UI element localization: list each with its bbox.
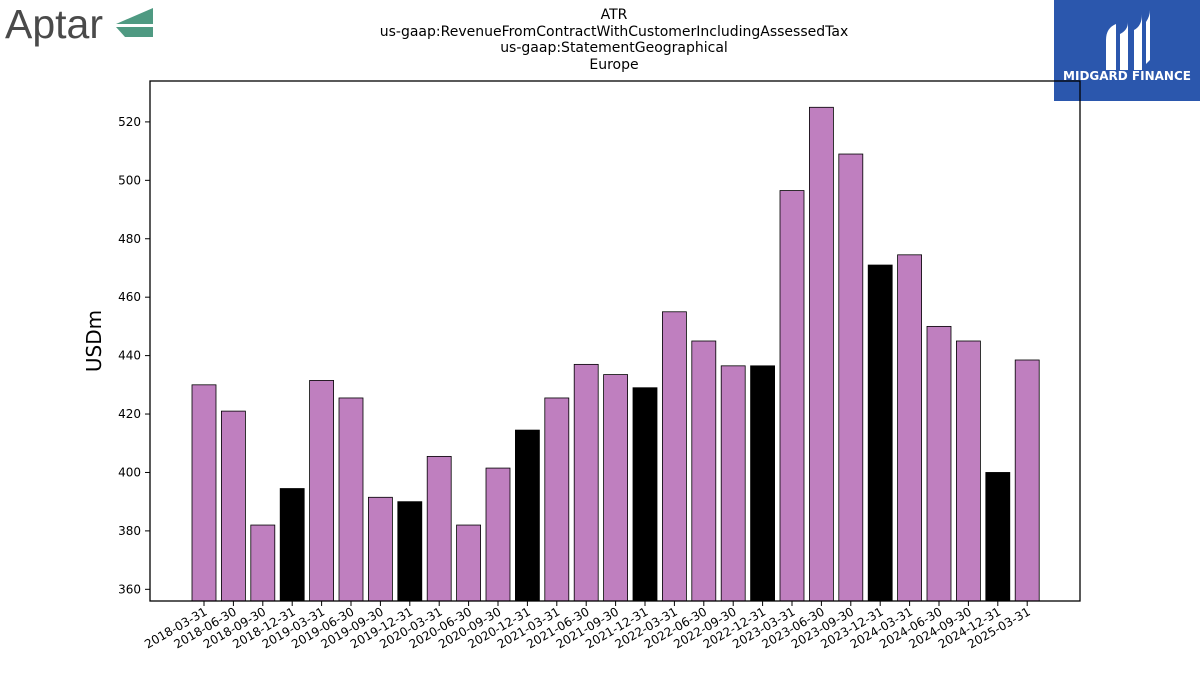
bar [544, 397, 570, 602]
chart-title-block: ATR us-gaap:RevenueFromContractWithCusto… [314, 7, 914, 73]
bar [632, 387, 658, 602]
y-tick-label: 440 [118, 349, 141, 363]
bar [367, 496, 393, 602]
plot-frame [149, 80, 1081, 602]
bar [662, 311, 687, 602]
bar [779, 190, 805, 602]
bar [279, 488, 305, 602]
midgard-finance-logo: MIDGARD FINANCE [1054, 0, 1200, 101]
bar [397, 501, 423, 602]
bar [809, 106, 834, 602]
y-tick-label: 380 [118, 524, 141, 538]
y-tick-label: 460 [118, 290, 141, 304]
bar [1014, 359, 1040, 602]
y-tick-label: 520 [118, 115, 141, 129]
bar [838, 153, 864, 602]
bar [250, 524, 276, 602]
y-tick-label: 360 [118, 582, 141, 596]
bar [926, 325, 952, 602]
bar [338, 397, 364, 602]
bar [750, 365, 775, 602]
chart-subtitle-line-3: Europe [589, 56, 639, 73]
aptar-logo: Aptar [0, 0, 170, 60]
bar [897, 254, 922, 602]
bar [720, 365, 746, 602]
bar [485, 467, 511, 602]
bar [985, 472, 1011, 602]
y-tick-label: 420 [118, 407, 141, 421]
y-tick-label: 500 [118, 173, 141, 187]
bar [691, 340, 717, 602]
y-tick-label: 480 [118, 232, 141, 246]
bar [191, 384, 217, 602]
aptar-mark-upper-icon [116, 8, 153, 24]
bar [603, 374, 628, 602]
chart-subtitle-line-1: us-gaap:RevenueFromContractWithCustomerI… [379, 23, 849, 40]
midgard-monogram-icon [1106, 10, 1150, 70]
bar [867, 264, 893, 602]
bar [515, 429, 540, 602]
y-axis-label: USDm [82, 310, 106, 372]
bar [573, 363, 599, 602]
y-tick-label: 400 [118, 465, 141, 479]
bar [220, 410, 246, 602]
chart-subtitle-line-2: us-gaap:StatementGeographical [500, 40, 728, 56]
midgard-logo-text: MIDGARD FINANCE [1063, 69, 1191, 83]
bar [426, 455, 452, 602]
bar [956, 340, 981, 602]
chart-title: ATR [600, 7, 628, 23]
aptar-logo-text: Aptar [5, 1, 103, 47]
bar [456, 524, 482, 602]
bar [309, 380, 335, 602]
aptar-mark-lower-icon [116, 27, 153, 37]
